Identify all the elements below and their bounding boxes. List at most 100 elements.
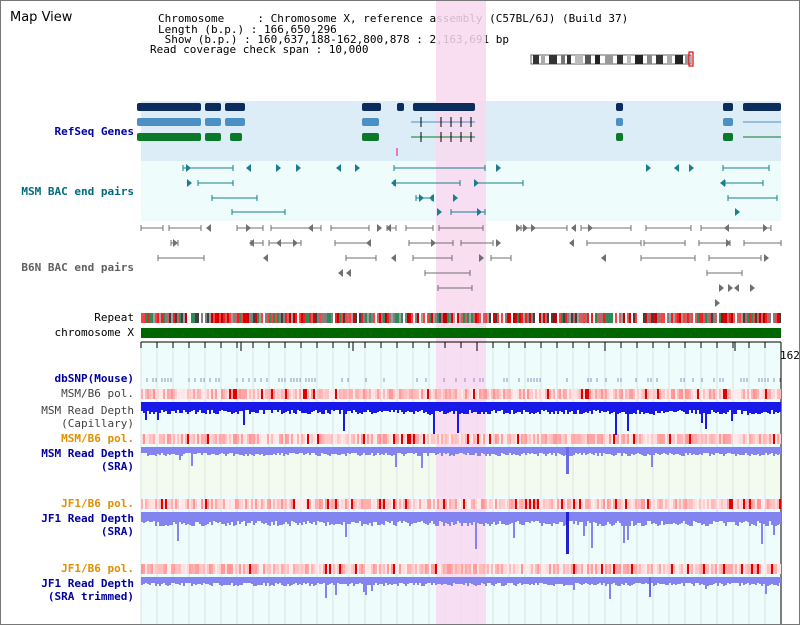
polymorphism-cell: [175, 499, 177, 509]
polymorphism-cell: [597, 564, 599, 574]
polymorphism-cell: [439, 499, 441, 509]
msm-capillary-depth-bar: [757, 402, 759, 414]
jf1-trimmed-depth-bar: [667, 577, 669, 585]
msm-capillary-depth-bar: [317, 402, 319, 413]
polymorphism-cell: [213, 434, 215, 444]
msm-sra-depth-bar: [631, 447, 633, 454]
polymorphism-cell: [303, 564, 305, 574]
polymorphism-cell: [373, 434, 375, 444]
polymorphism-cell: [385, 434, 387, 444]
polymorphism-cell: [735, 389, 737, 399]
polymorphism-cell: [733, 499, 735, 509]
track-label-dbsnp[interactable]: dbSNP(Mouse): [54, 372, 134, 385]
polymorphism-cell: [741, 389, 743, 399]
jf1-sra-depth-bar: [317, 512, 319, 521]
msm-capillary-depth-bar: [373, 402, 375, 413]
polymorphism-cell: [603, 389, 605, 399]
polymorphism-cell: [347, 499, 349, 509]
msm-capillary-depth-bar: [587, 402, 589, 413]
polymorphism-cell: [689, 389, 691, 399]
jf1-trimmed-depth-bar: [445, 577, 447, 584]
msm-sra-depth-bar: [599, 447, 601, 453]
b6n-bac-end-20: [726, 239, 731, 247]
polymorphism-cell: [171, 564, 173, 574]
polymorphism-cell: [237, 434, 239, 444]
polymorphism-cell: [415, 434, 417, 444]
msm-capillary-depth-bar: [575, 402, 577, 414]
polymorphism-cell: [587, 434, 589, 444]
jf1-sra-depth-bar: [457, 512, 459, 521]
polymorphism-cell: [501, 499, 503, 509]
jf1-trimmed-depth-bar: [737, 577, 739, 583]
polymorphism-cell: [425, 389, 427, 399]
repeat-element: [261, 313, 263, 323]
track-label-jf1-depth-sra[interactable]: JF1 Read Depth: [41, 512, 134, 525]
polymorphism-cell: [419, 389, 421, 399]
polymorphism-cell: [723, 564, 725, 574]
msm-capillary-depth-bar: [223, 402, 225, 411]
msm-capillary-depth-bar: [487, 402, 489, 414]
polymorphism-cell: [603, 499, 605, 509]
polymorphism-cell: [685, 499, 687, 509]
polymorphism-cell: [487, 564, 489, 574]
polymorphism-cell: [693, 564, 695, 574]
polymorphism-cell: [493, 389, 495, 399]
polymorphism-cell: [265, 564, 267, 574]
track-label-msm-depth-cap[interactable]: MSM Read Depth: [41, 404, 134, 417]
polymorphism-cell: [267, 499, 269, 509]
polymorphism-cell: [243, 434, 245, 444]
msm-sra-depth-bar: [219, 447, 221, 454]
jf1-trimmed-depth-bar: [305, 577, 307, 584]
polymorphism-cell: [659, 564, 661, 574]
track-label-msm-pol-1[interactable]: MSM/B6 pol.: [61, 387, 134, 400]
jf1-sra-depth-bar: [415, 512, 417, 523]
jf1-trimmed-depth-bar: [733, 577, 735, 583]
repeat-element: [151, 313, 153, 323]
msm-capillary-depth-bar: [337, 402, 339, 410]
polymorphism-cell: [439, 389, 441, 399]
msm-sra-depth-bar: [733, 447, 735, 454]
msm-capillary-depth-bar: [537, 402, 539, 412]
msm-sra-depth-bar: [371, 447, 373, 453]
polymorphism-cell: [727, 434, 729, 444]
polymorphism-cell: [397, 564, 399, 574]
jf1-sra-depth-bar: [743, 512, 745, 522]
track-label-refseq[interactable]: RefSeq Genes: [54, 125, 134, 138]
track-label-msm-depth-sra[interactable]: MSM Read Depth: [41, 447, 134, 460]
jf1-trimmed-depth-bar: [255, 577, 257, 586]
jf1-trimmed-depth-bar: [627, 577, 629, 585]
jf1-sra-depth-bar: [443, 512, 445, 526]
jf1-sra-depth-bar: [281, 512, 283, 525]
msm-capillary-depth-bar: [763, 402, 765, 412]
msm-sra-depth-bar: [445, 447, 447, 454]
repeat-element: [467, 313, 469, 323]
track-label-msm-bac[interactable]: MSM BAC end pairs: [21, 185, 134, 198]
polymorphism-cell: [397, 434, 399, 444]
polymorphism-cell: [627, 564, 629, 574]
polymorphism-cell: [551, 499, 553, 509]
jf1-trimmed-depth-bar: [167, 577, 169, 586]
msm-capillary-depth-bar: [535, 402, 537, 413]
track-label-jf1-depth-trim[interactable]: JF1 Read Depth: [41, 577, 134, 590]
msm-capillary-depth-bar: [191, 402, 193, 411]
jf1-sra-depth-bar: [709, 512, 711, 524]
polymorphism-cell: [491, 564, 493, 574]
repeat-element: [565, 313, 567, 323]
msm-capillary-depth-bar: [263, 402, 265, 414]
msm-capillary-depth-bar: [193, 402, 195, 410]
track-label-b6n-bac[interactable]: B6N BAC end pairs: [21, 261, 134, 274]
track-label-jf1-pol-1[interactable]: JF1/B6 pol.: [61, 497, 134, 510]
track-label-jf1-pol-2[interactable]: JF1/B6 pol.: [61, 562, 134, 575]
track-label-msm-pol-2[interactable]: MSM/B6 pol.: [61, 432, 134, 445]
msm-capillary-depth-bar: [381, 402, 383, 412]
b6n-bac-end-6: [523, 224, 528, 232]
msm-sra-depth-bar: [645, 447, 647, 456]
jf1-trimmed-depth-bar: [683, 577, 685, 586]
polymorphism-cell: [407, 564, 409, 574]
jf1-sra-depth-bar: [291, 512, 293, 521]
polymorphism-cell: [169, 499, 171, 509]
msm-sra-depth-bar: [713, 447, 715, 455]
jf1-sra-depth-bar: [561, 512, 563, 522]
polymorphism-cell: [737, 499, 739, 509]
